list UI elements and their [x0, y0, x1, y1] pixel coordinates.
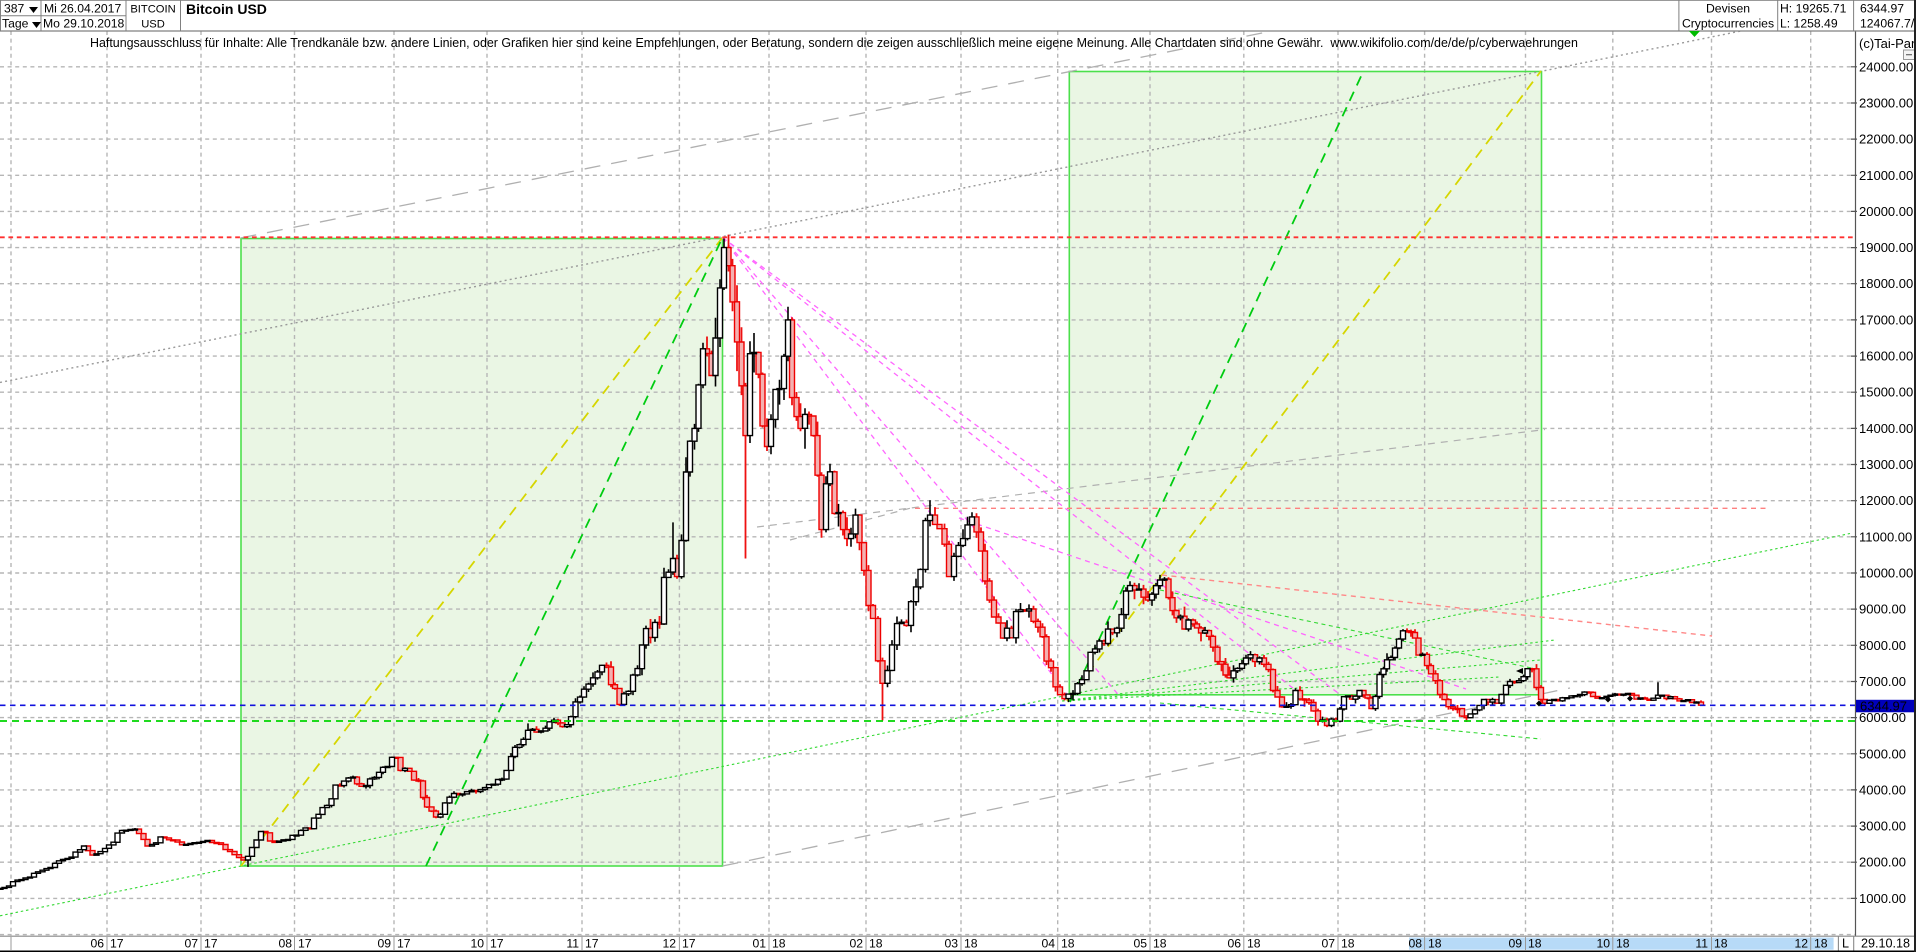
svg-text:5000.00: 5000.00	[1859, 746, 1906, 761]
svg-text:Mi 26.04.2017: Mi 26.04.2017	[44, 2, 121, 16]
svg-text:13000.00: 13000.00	[1859, 457, 1913, 472]
svg-text:10000.00: 10000.00	[1859, 566, 1913, 581]
svg-text:(c)Tai-Pan: (c)Tai-Pan	[1859, 36, 1916, 51]
svg-text:17: 17	[490, 937, 504, 951]
svg-text:6000.00: 6000.00	[1859, 710, 1906, 725]
svg-text:15000.00: 15000.00	[1859, 385, 1913, 400]
svg-text:18: 18	[772, 937, 786, 951]
svg-text:18: 18	[1814, 937, 1828, 951]
svg-text:17: 17	[110, 937, 124, 951]
svg-text:7000.00: 7000.00	[1859, 674, 1906, 689]
svg-text:17: 17	[682, 937, 696, 951]
svg-text:12: 12	[1794, 937, 1808, 951]
svg-text:03: 03	[944, 937, 958, 951]
svg-text:12: 12	[662, 937, 676, 951]
svg-text:Haftungsausschluss für Inhalte: Haftungsausschluss für Inhalte: Alle Tre…	[90, 36, 1578, 50]
svg-text:Bitcoin USD: Bitcoin USD	[186, 1, 267, 17]
svg-text:18: 18	[1428, 937, 1442, 951]
svg-text:17: 17	[585, 937, 599, 951]
svg-text:18000.00: 18000.00	[1859, 276, 1913, 291]
svg-text:12000.00: 12000.00	[1859, 493, 1913, 508]
svg-text:06: 06	[90, 937, 104, 951]
svg-text:6344.97: 6344.97	[1860, 698, 1907, 713]
svg-text:17: 17	[397, 937, 411, 951]
svg-text:29.10.18: 29.10.18	[1861, 937, 1910, 951]
svg-text:18: 18	[1153, 937, 1167, 951]
svg-text:Tage: Tage	[2, 17, 29, 31]
svg-text:07: 07	[1321, 937, 1335, 951]
svg-text:9000.00: 9000.00	[1859, 602, 1906, 617]
svg-text:18: 18	[1341, 937, 1355, 951]
svg-text:Mo 29.10.2018: Mo 29.10.2018	[43, 17, 125, 31]
svg-text:04: 04	[1041, 937, 1055, 951]
svg-text:17: 17	[204, 937, 218, 951]
svg-text:2000.00: 2000.00	[1859, 855, 1906, 870]
svg-text:08: 08	[1408, 937, 1422, 951]
svg-text:H: 19265.71: H: 19265.71	[1780, 2, 1847, 16]
svg-text:18: 18	[1714, 937, 1728, 951]
svg-text:02: 02	[849, 937, 863, 951]
svg-text:09: 09	[377, 937, 391, 951]
svg-text:4000.00: 4000.00	[1859, 782, 1906, 797]
svg-text:08: 08	[278, 937, 292, 951]
svg-text:23000.00: 23000.00	[1859, 96, 1913, 111]
svg-text:10: 10	[1596, 937, 1610, 951]
svg-text:18: 18	[1616, 937, 1630, 951]
svg-text:18: 18	[1061, 937, 1075, 951]
svg-text:Cryptocurrencies: Cryptocurrencies	[1682, 17, 1774, 31]
svg-text:387: 387	[4, 2, 25, 16]
svg-text:6344.97: 6344.97	[1860, 2, 1904, 16]
svg-text:11: 11	[566, 937, 579, 951]
svg-text:18: 18	[869, 937, 883, 951]
svg-text:17: 17	[298, 937, 312, 951]
svg-text:18: 18	[964, 937, 978, 951]
svg-text:18: 18	[1528, 937, 1542, 951]
svg-text:05: 05	[1133, 937, 1147, 951]
svg-text:11000.00: 11000.00	[1859, 529, 1912, 544]
svg-text:USD: USD	[141, 19, 165, 31]
svg-text:10: 10	[470, 937, 484, 951]
svg-text:3000.00: 3000.00	[1859, 819, 1906, 834]
svg-text:BITCOIN: BITCOIN	[130, 4, 175, 16]
svg-text:124067.7/: 124067.7/	[1860, 17, 1915, 31]
svg-text:24000.00: 24000.00	[1859, 59, 1913, 74]
svg-text:21000.00: 21000.00	[1859, 168, 1913, 183]
svg-text:14000.00: 14000.00	[1859, 421, 1913, 436]
svg-text:22000.00: 22000.00	[1859, 132, 1913, 147]
svg-text:06: 06	[1227, 937, 1241, 951]
svg-text:11: 11	[1695, 937, 1708, 951]
svg-text:09: 09	[1508, 937, 1522, 951]
svg-text:07: 07	[184, 937, 198, 951]
svg-text:20000.00: 20000.00	[1859, 204, 1913, 219]
svg-text:19000.00: 19000.00	[1859, 240, 1913, 255]
svg-text:L: L	[1842, 937, 1849, 951]
svg-text:1000.00: 1000.00	[1859, 891, 1906, 906]
svg-text:Devisen: Devisen	[1706, 2, 1750, 16]
svg-text:18: 18	[1247, 937, 1261, 951]
svg-text:01: 01	[752, 937, 766, 951]
svg-text:8000.00: 8000.00	[1859, 638, 1906, 653]
svg-text:L: 1258.49: L: 1258.49	[1780, 17, 1838, 31]
svg-text:17000.00: 17000.00	[1859, 312, 1913, 327]
svg-text:16000.00: 16000.00	[1859, 349, 1913, 364]
